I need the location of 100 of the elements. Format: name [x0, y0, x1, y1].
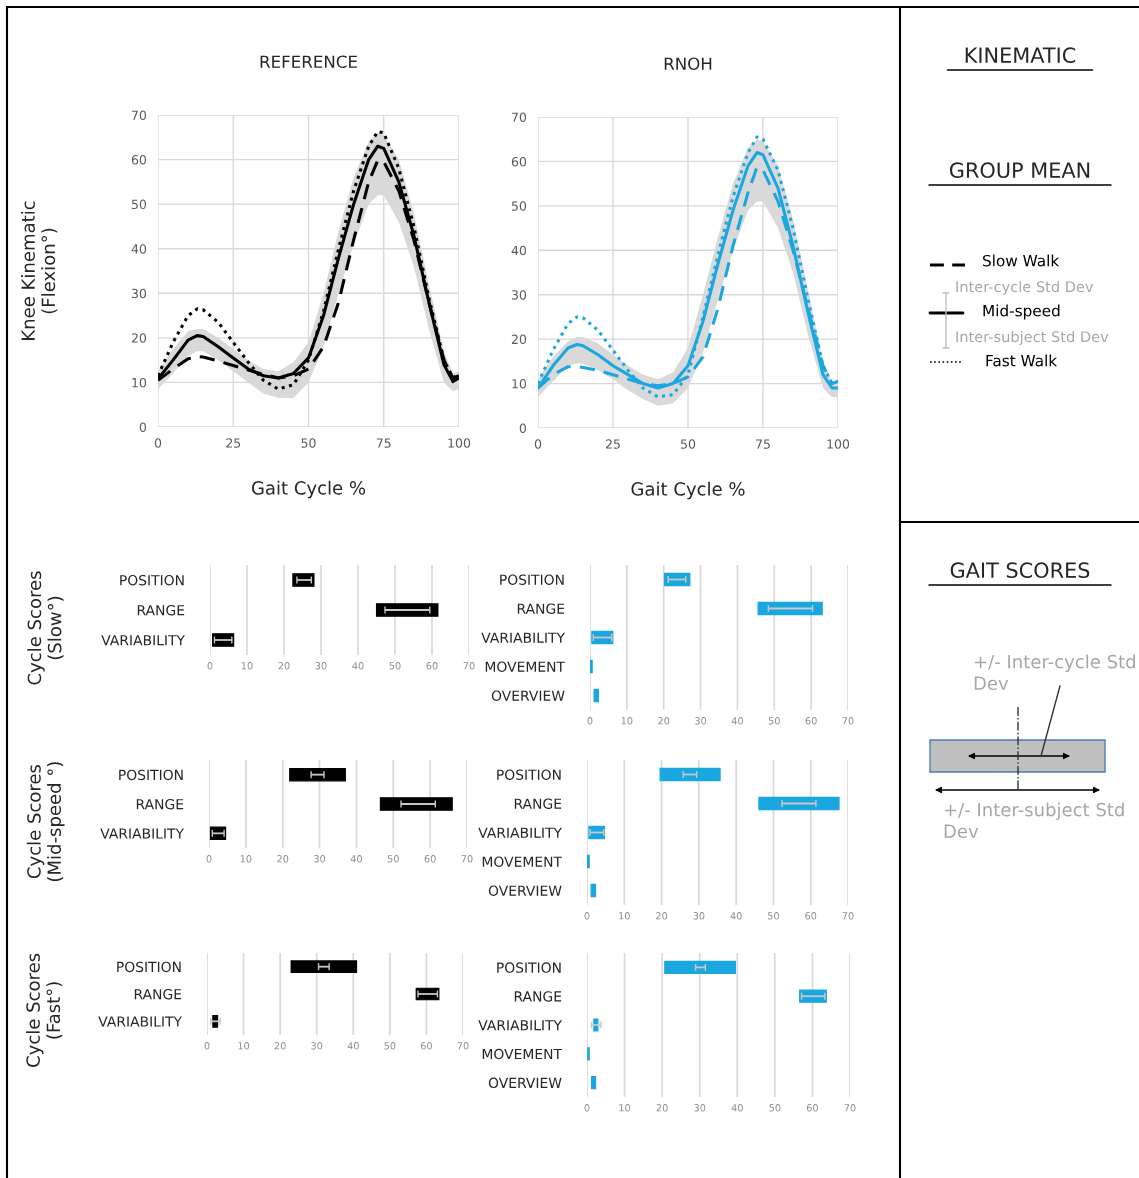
y-tick-label: POSITION [120, 574, 184, 586]
text: Inter-subject Std Dev [956, 330, 1109, 346]
x-tick-label: 0 [206, 855, 212, 863]
y-axis-title: Knee Kinematic (Flexion°) [20, 201, 58, 340]
x-tick-label: 50 [767, 912, 779, 920]
x-tick-label: 50 [387, 855, 399, 863]
y-tick-label: 60 [511, 156, 527, 167]
y-tick-label: 30 [511, 290, 527, 300]
x-tick-label: 60 [424, 855, 436, 863]
x-tick-label: 60 [426, 662, 438, 670]
y-axis-title: Cycle Scores (Fast°) [25, 953, 63, 1067]
y-tick-label: VARIABILITY [98, 1016, 183, 1027]
y-tick-label: 0 [519, 423, 527, 433]
y-tick-label: VARIABILITY [100, 828, 185, 839]
x-tick-label: 10 [619, 912, 630, 920]
x-tick-label: 0 [204, 1042, 210, 1050]
x-tick-label: 60 [805, 912, 817, 920]
x-tick-label: 0 [587, 717, 593, 725]
y-tick-label: 70 [512, 112, 527, 122]
x-tick-label: 10 [238, 1042, 250, 1050]
text: GROUP MEAN [949, 162, 1090, 179]
x-tick-label: 40 [352, 662, 364, 670]
x-tick-label: 30 [695, 717, 707, 725]
y-tick-label: POSITION [500, 574, 564, 585]
x-tick-label: 70 [842, 717, 854, 725]
y-tick-label: MOVEMENT [482, 1048, 563, 1060]
y-tick-label: POSITION [497, 769, 561, 780]
x-tick-label: 75 [756, 439, 770, 449]
text: +/- Inter-subject Std Dev [944, 802, 1124, 839]
y-tick-label: 20 [131, 333, 147, 343]
x-tick-label: 30 [693, 912, 705, 920]
x-tick-label: 70 [463, 662, 475, 670]
x-tick-label: 50 [681, 439, 696, 449]
x-tick-label: 20 [658, 717, 670, 725]
text: KINEMATIC [965, 47, 1076, 64]
x-tick-label: 25 [605, 439, 620, 449]
x-tick-label: 0 [207, 662, 213, 670]
x-tick-label: 25 [226, 438, 241, 448]
x-tick-label: 70 [457, 1042, 469, 1050]
x-tick-label: 10 [621, 717, 633, 725]
y-tick-label: RANGE [514, 798, 562, 809]
y-axis-title: Cycle Scores (Mid-speed °) [26, 762, 65, 882]
x-tick-label: 20 [656, 912, 668, 920]
x-axis-title: Gait Cycle % [251, 480, 366, 499]
x-tick-label: 50 [301, 438, 316, 448]
y-axis-title: Cycle Scores (Slow°) [27, 571, 64, 685]
y-tick-label: 0 [139, 422, 147, 432]
x-tick-label: 20 [656, 1104, 668, 1112]
y-tick-label: RANGE [514, 991, 562, 1002]
y-tick-label: POSITION [497, 962, 561, 973]
x-tick-label: 40 [731, 1104, 743, 1112]
x-tick-label: 10 [240, 855, 252, 863]
y-tick-label: 50 [511, 201, 527, 211]
y-tick-label: OVERVIEW [488, 1077, 562, 1089]
x-tick-label: 30 [315, 662, 327, 670]
x-tick-label: 60 [806, 1104, 818, 1112]
x-tick-label: 50 [769, 1104, 781, 1112]
y-tick-label: VARIABILITY [101, 635, 186, 646]
x-tick-label: 60 [420, 1042, 432, 1050]
x-tick-label: 0 [584, 912, 590, 920]
y-tick-label: VARIABILITY [481, 632, 566, 643]
y-tick-label: 10 [512, 379, 527, 389]
y-tick-label: 40 [131, 244, 147, 254]
y-tick-label: OVERVIEW [488, 885, 562, 896]
x-tick-label: 10 [241, 662, 253, 670]
x-tick-label: 40 [347, 1042, 359, 1050]
y-tick-label: POSITION [117, 961, 181, 973]
text: +/- Inter-cycle Std Dev [974, 654, 1135, 691]
y-tick-label: RANGE [517, 603, 565, 614]
text: GAIT SCORES [950, 562, 1090, 579]
x-tick-label: 75 [376, 438, 391, 448]
y-tick-label: 40 [511, 245, 527, 256]
x-tick-label: 70 [461, 855, 473, 863]
x-tick-label: 50 [384, 1042, 396, 1050]
y-tick-label: MOVEMENT [485, 661, 566, 672]
y-tick-label: 70 [132, 110, 147, 120]
y-tick-label: RANGE [136, 798, 184, 810]
text: Slow Walk [983, 254, 1060, 267]
y-tick-label: 30 [131, 288, 147, 299]
y-tick-label: 10 [132, 377, 147, 388]
x-tick-label: 40 [350, 855, 362, 863]
y-tick-label: OVERVIEW [491, 690, 565, 701]
x-tick-label: 40 [730, 912, 742, 920]
x-tick-label: 70 [842, 912, 854, 920]
x-tick-label: 60 [805, 717, 817, 725]
y-tick-label: 20 [511, 334, 527, 345]
y-tick-label: RANGE [137, 604, 185, 616]
x-tick-label: 50 [768, 717, 780, 725]
y-tick-label: MOVEMENT [482, 856, 563, 867]
y-tick-label: VARIABILITY [478, 1020, 563, 1031]
chart-title: REFERENCE [260, 55, 357, 69]
x-tick-label: 20 [274, 1042, 286, 1050]
text: Inter-cycle Std Dev [956, 280, 1094, 296]
y-tick-label: 60 [131, 155, 147, 165]
y-tick-label: POSITION [119, 769, 183, 781]
x-tick-label: 30 [314, 855, 326, 863]
chart-title: RNOH [664, 57, 712, 71]
y-tick-label: VARIABILITY [478, 827, 563, 838]
x-tick-label: 100 [827, 439, 850, 449]
x-tick-label: 30 [694, 1104, 706, 1112]
